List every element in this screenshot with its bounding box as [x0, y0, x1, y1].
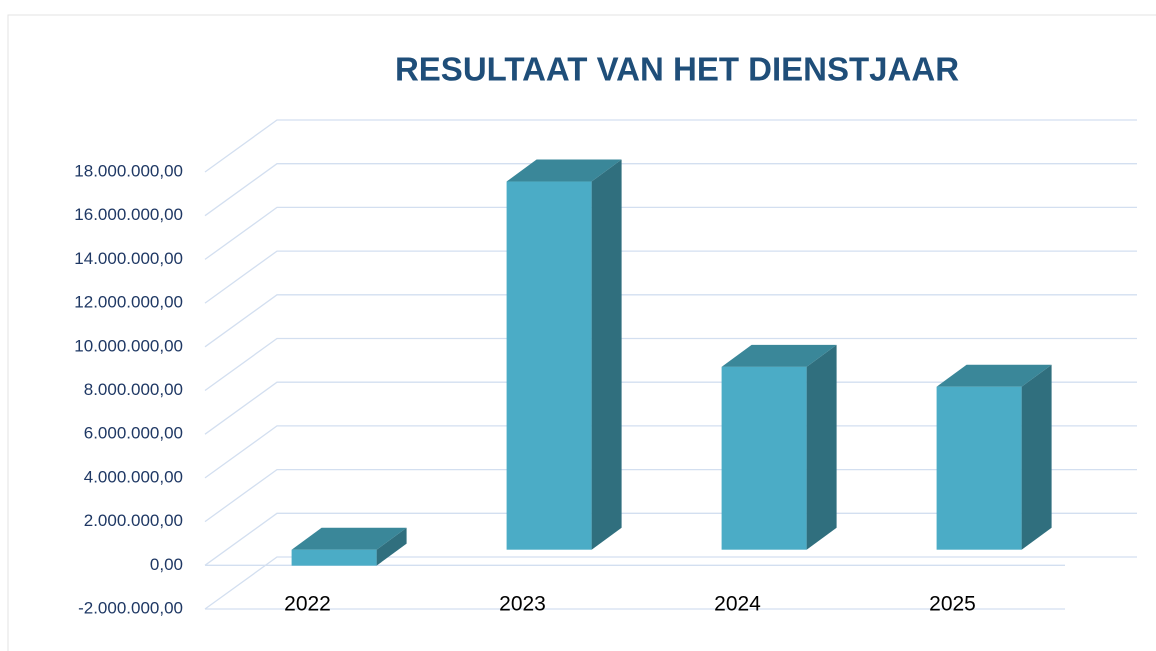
- x-tick-label: 2024: [714, 593, 761, 616]
- grid-line: [204, 337, 1137, 392]
- bar-front: [721, 366, 807, 550]
- bar-top: [506, 159, 622, 182]
- bar: [936, 364, 1052, 550]
- bar: [506, 159, 622, 550]
- grid-line: [204, 119, 1137, 173]
- grid-line: [204, 294, 1137, 348]
- bar-side: [376, 527, 407, 566]
- grid-line: [204, 381, 1137, 435]
- y-tick-label: 16.000.000,00: [74, 205, 183, 224]
- y-tick-label: 10.000.000,00: [74, 336, 183, 355]
- bar-front: [506, 181, 592, 550]
- bar-side: [806, 344, 837, 550]
- grid-line: [204, 468, 1137, 523]
- grid-line: [204, 512, 1137, 566]
- y-tick-label: 6.000.000,00: [84, 424, 183, 443]
- grid-line: [204, 556, 1137, 610]
- y-tick-label: 4.000.000,00: [84, 467, 183, 486]
- y-tick-label: 18.000.000,00: [74, 161, 183, 180]
- x-tick-label: 2022: [284, 593, 331, 616]
- y-tick-label: 2.000.000,00: [84, 511, 183, 530]
- y-tick-label: 14.000.000,00: [74, 249, 183, 268]
- bar-top: [721, 344, 837, 367]
- grid-line: [204, 206, 1137, 260]
- bar-top: [291, 527, 407, 550]
- chart-title: RESULTAAT VAN HET DIENSTJAAR: [395, 51, 959, 88]
- y-tick-label: 8.000.000,00: [84, 380, 183, 399]
- bar-side: [591, 159, 622, 550]
- y-tick-label: 12.000.000,00: [74, 293, 183, 312]
- bar-front: [936, 386, 1022, 550]
- grid-line: [204, 250, 1137, 304]
- grid-line: [204, 425, 1137, 479]
- bar-side: [1021, 364, 1052, 550]
- bar-top: [936, 364, 1052, 387]
- y-tick-label: -2.000.000,00: [78, 598, 183, 617]
- bar-front: [291, 549, 377, 566]
- chart-border: [7, 14, 1156, 651]
- bar: [291, 527, 407, 566]
- x-tick-label: 2025: [929, 593, 976, 616]
- grid-line: [204, 163, 1137, 217]
- bar: [721, 344, 837, 550]
- x-tick-label: 2023: [499, 593, 546, 616]
- y-tick-label: 0,00: [150, 555, 183, 574]
